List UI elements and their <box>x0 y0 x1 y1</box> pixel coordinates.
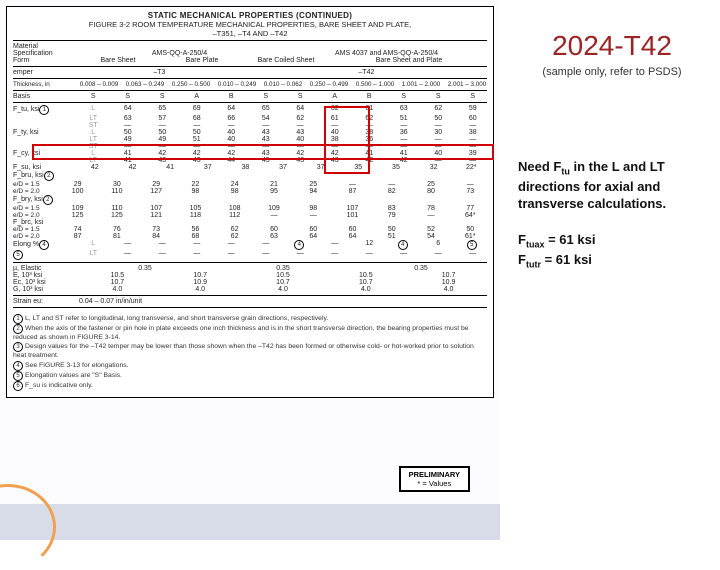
ftu-label: F_tu, ksi1 <box>13 105 73 115</box>
thickness-label: Thickness, in <box>13 81 73 88</box>
need-text: Need Ftu in the L and LT directions for … <box>518 158 706 213</box>
left-scan-column: STATIC MECHANICAL PROPERTIES (CONTINUED)… <box>0 0 500 540</box>
th-g: 0.500 – 1.000 <box>355 81 395 88</box>
scan-figure: STATIC MECHANICAL PROPERTIES (CONTINUED)… <box>6 6 494 398</box>
th-a: 0.008 – 0.009 <box>79 81 119 88</box>
elong-label: Elong %4 <box>13 240 73 250</box>
scan-sub1: FIGURE 3-2 ROOM TEMPERATURE MECHANICAL P… <box>13 20 487 29</box>
material-label: Material <box>13 43 73 50</box>
red-highlight-col <box>324 106 370 174</box>
th-h: 1.001 – 2.000 <box>401 81 441 88</box>
form-c: Bare Coiled Sheet <box>247 57 325 64</box>
fbrc-label: F_brc, ksi <box>13 219 73 226</box>
form-label: Form <box>13 57 73 64</box>
fbry-label: F_bry, ksi2 <box>13 195 73 205</box>
form-d: Bare Sheet and Plate <box>331 57 487 64</box>
th-i: 2.001 – 3.000 <box>447 81 487 88</box>
scan-sub2: –T351, –T4 AND –T42 <box>13 29 487 38</box>
preliminary-box: PRELIMINARY * = Values <box>399 466 470 492</box>
basis-row: Basis S S S A B S S A B S S S <box>13 93 487 100</box>
temper-label: emper <box>13 69 73 76</box>
heading-alloy: 2024-T42 <box>518 30 706 62</box>
scan-title: STATIC MECHANICAL PROPERTIES (CONTINUED) <box>13 11 487 20</box>
th-b: 0.063 – 0.249 <box>125 81 165 88</box>
form-b: Bare Plate <box>163 57 241 64</box>
basis-label: Basis <box>13 93 73 100</box>
footer-arc <box>0 484 56 570</box>
fsu-label: F_su, ksi <box>13 164 73 171</box>
ec-label: Ec, 10³ ksi <box>13 279 73 286</box>
spec-label: Specification <box>13 50 73 57</box>
th-f: 0.250 – 0.499 <box>309 81 349 88</box>
spec-a: AMS-QQ-A-250/4 <box>79 50 280 57</box>
mu-label: µ, Elastic <box>13 265 73 272</box>
red-highlight-row <box>32 144 494 160</box>
result-lines: Ftuax = 61 ksi Ftutr = 61 ksi <box>518 231 706 270</box>
sample-note: (sample only, refer to PSDS) <box>518 66 706 78</box>
footer-bar <box>0 504 500 540</box>
right-annotation-column: 2024-T42 (sample only, refer to PSDS) Ne… <box>500 0 720 540</box>
th-c: 0.250 – 0.500 <box>171 81 211 88</box>
g-label: G, 10³ ksi <box>13 286 73 293</box>
fty-label: F_ty, ksi <box>13 129 73 136</box>
th-d: 0.010 – 0.249 <box>217 81 257 88</box>
strain-label: Strain eu: <box>13 298 73 305</box>
page: STATIC MECHANICAL PROPERTIES (CONTINUED)… <box>0 0 720 540</box>
temper-a: –T3 <box>79 69 240 76</box>
fbru-label: F_bru, ksi2 <box>13 171 73 181</box>
spec-b: AMS 4037 and AMS-QQ-A-250/4 <box>286 50 487 57</box>
form-a: Bare Sheet <box>79 57 157 64</box>
result-line-2: Ftutr = 61 ksi <box>518 251 706 271</box>
th-e: 0.010 – 0.062 <box>263 81 303 88</box>
notes: 1L, LT and ST refer to longitudinal, lon… <box>13 314 487 391</box>
temper-b: –T42 <box>246 69 487 76</box>
result-line-1: Ftuax = 61 ksi <box>518 231 706 251</box>
e-label: E, 10³ ksi <box>13 272 73 279</box>
